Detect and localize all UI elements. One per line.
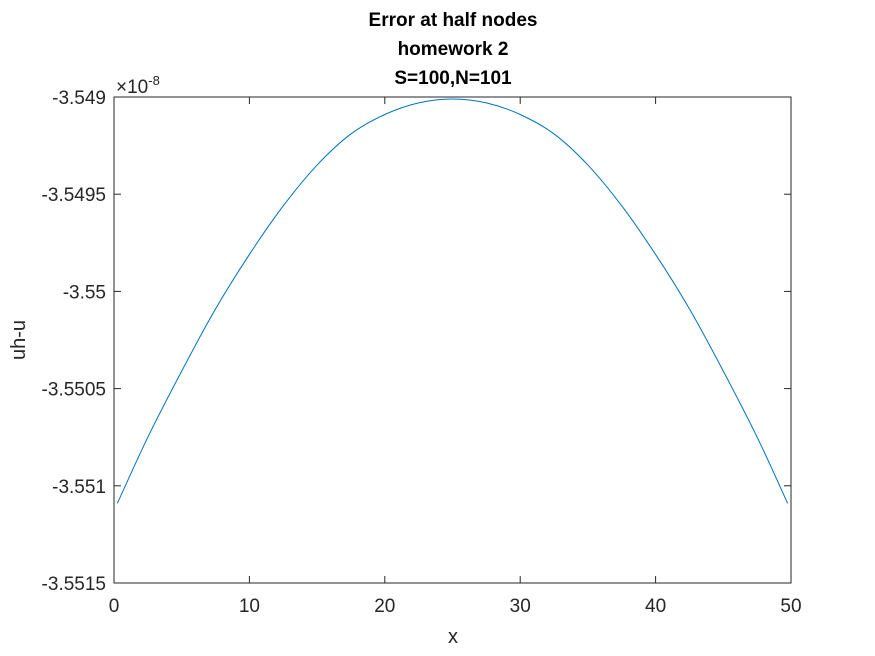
chart-title-line-3: S=100,N=101 bbox=[394, 68, 512, 89]
y-tick-label: -3.5515 bbox=[42, 574, 106, 595]
x-axis-label: x bbox=[448, 626, 458, 648]
y-axis-label: uh-u bbox=[8, 320, 30, 360]
y-tick-label: -3.549 bbox=[52, 88, 106, 109]
y-tick-label: -3.55 bbox=[63, 282, 106, 303]
x-tick-label: 40 bbox=[645, 596, 666, 617]
x-tick-labels: 0 10 20 30 40 50 bbox=[109, 596, 802, 617]
y-tick-label: -3.5495 bbox=[42, 185, 106, 206]
x-tick-label: 0 bbox=[109, 596, 120, 617]
x-tick-label: 20 bbox=[374, 596, 395, 617]
x-tick-label: 30 bbox=[510, 596, 531, 617]
x-tick-label: 50 bbox=[780, 596, 801, 617]
chart-title-line-1: Error at half nodes bbox=[369, 10, 538, 31]
plot-area bbox=[113, 96, 792, 584]
y-tick-label: -3.551 bbox=[52, 477, 106, 498]
y-exponent-power: -8 bbox=[148, 73, 160, 88]
x-tick-label: 10 bbox=[239, 596, 260, 617]
chart-title-line-2: homework 2 bbox=[398, 39, 509, 60]
y-exponent-label: ×10-8 bbox=[116, 73, 160, 98]
series-line bbox=[116, 98, 789, 504]
series-layer bbox=[116, 98, 789, 504]
y-tick-label: -3.5505 bbox=[42, 380, 106, 401]
y-exponent-base: ×10 bbox=[116, 77, 148, 98]
axes-box bbox=[113, 96, 792, 584]
y-tick-labels: -3.5515 -3.551 -3.5505 -3.55 -3.5495 -3.549 bbox=[42, 88, 106, 595]
axes-background bbox=[114, 97, 791, 583]
